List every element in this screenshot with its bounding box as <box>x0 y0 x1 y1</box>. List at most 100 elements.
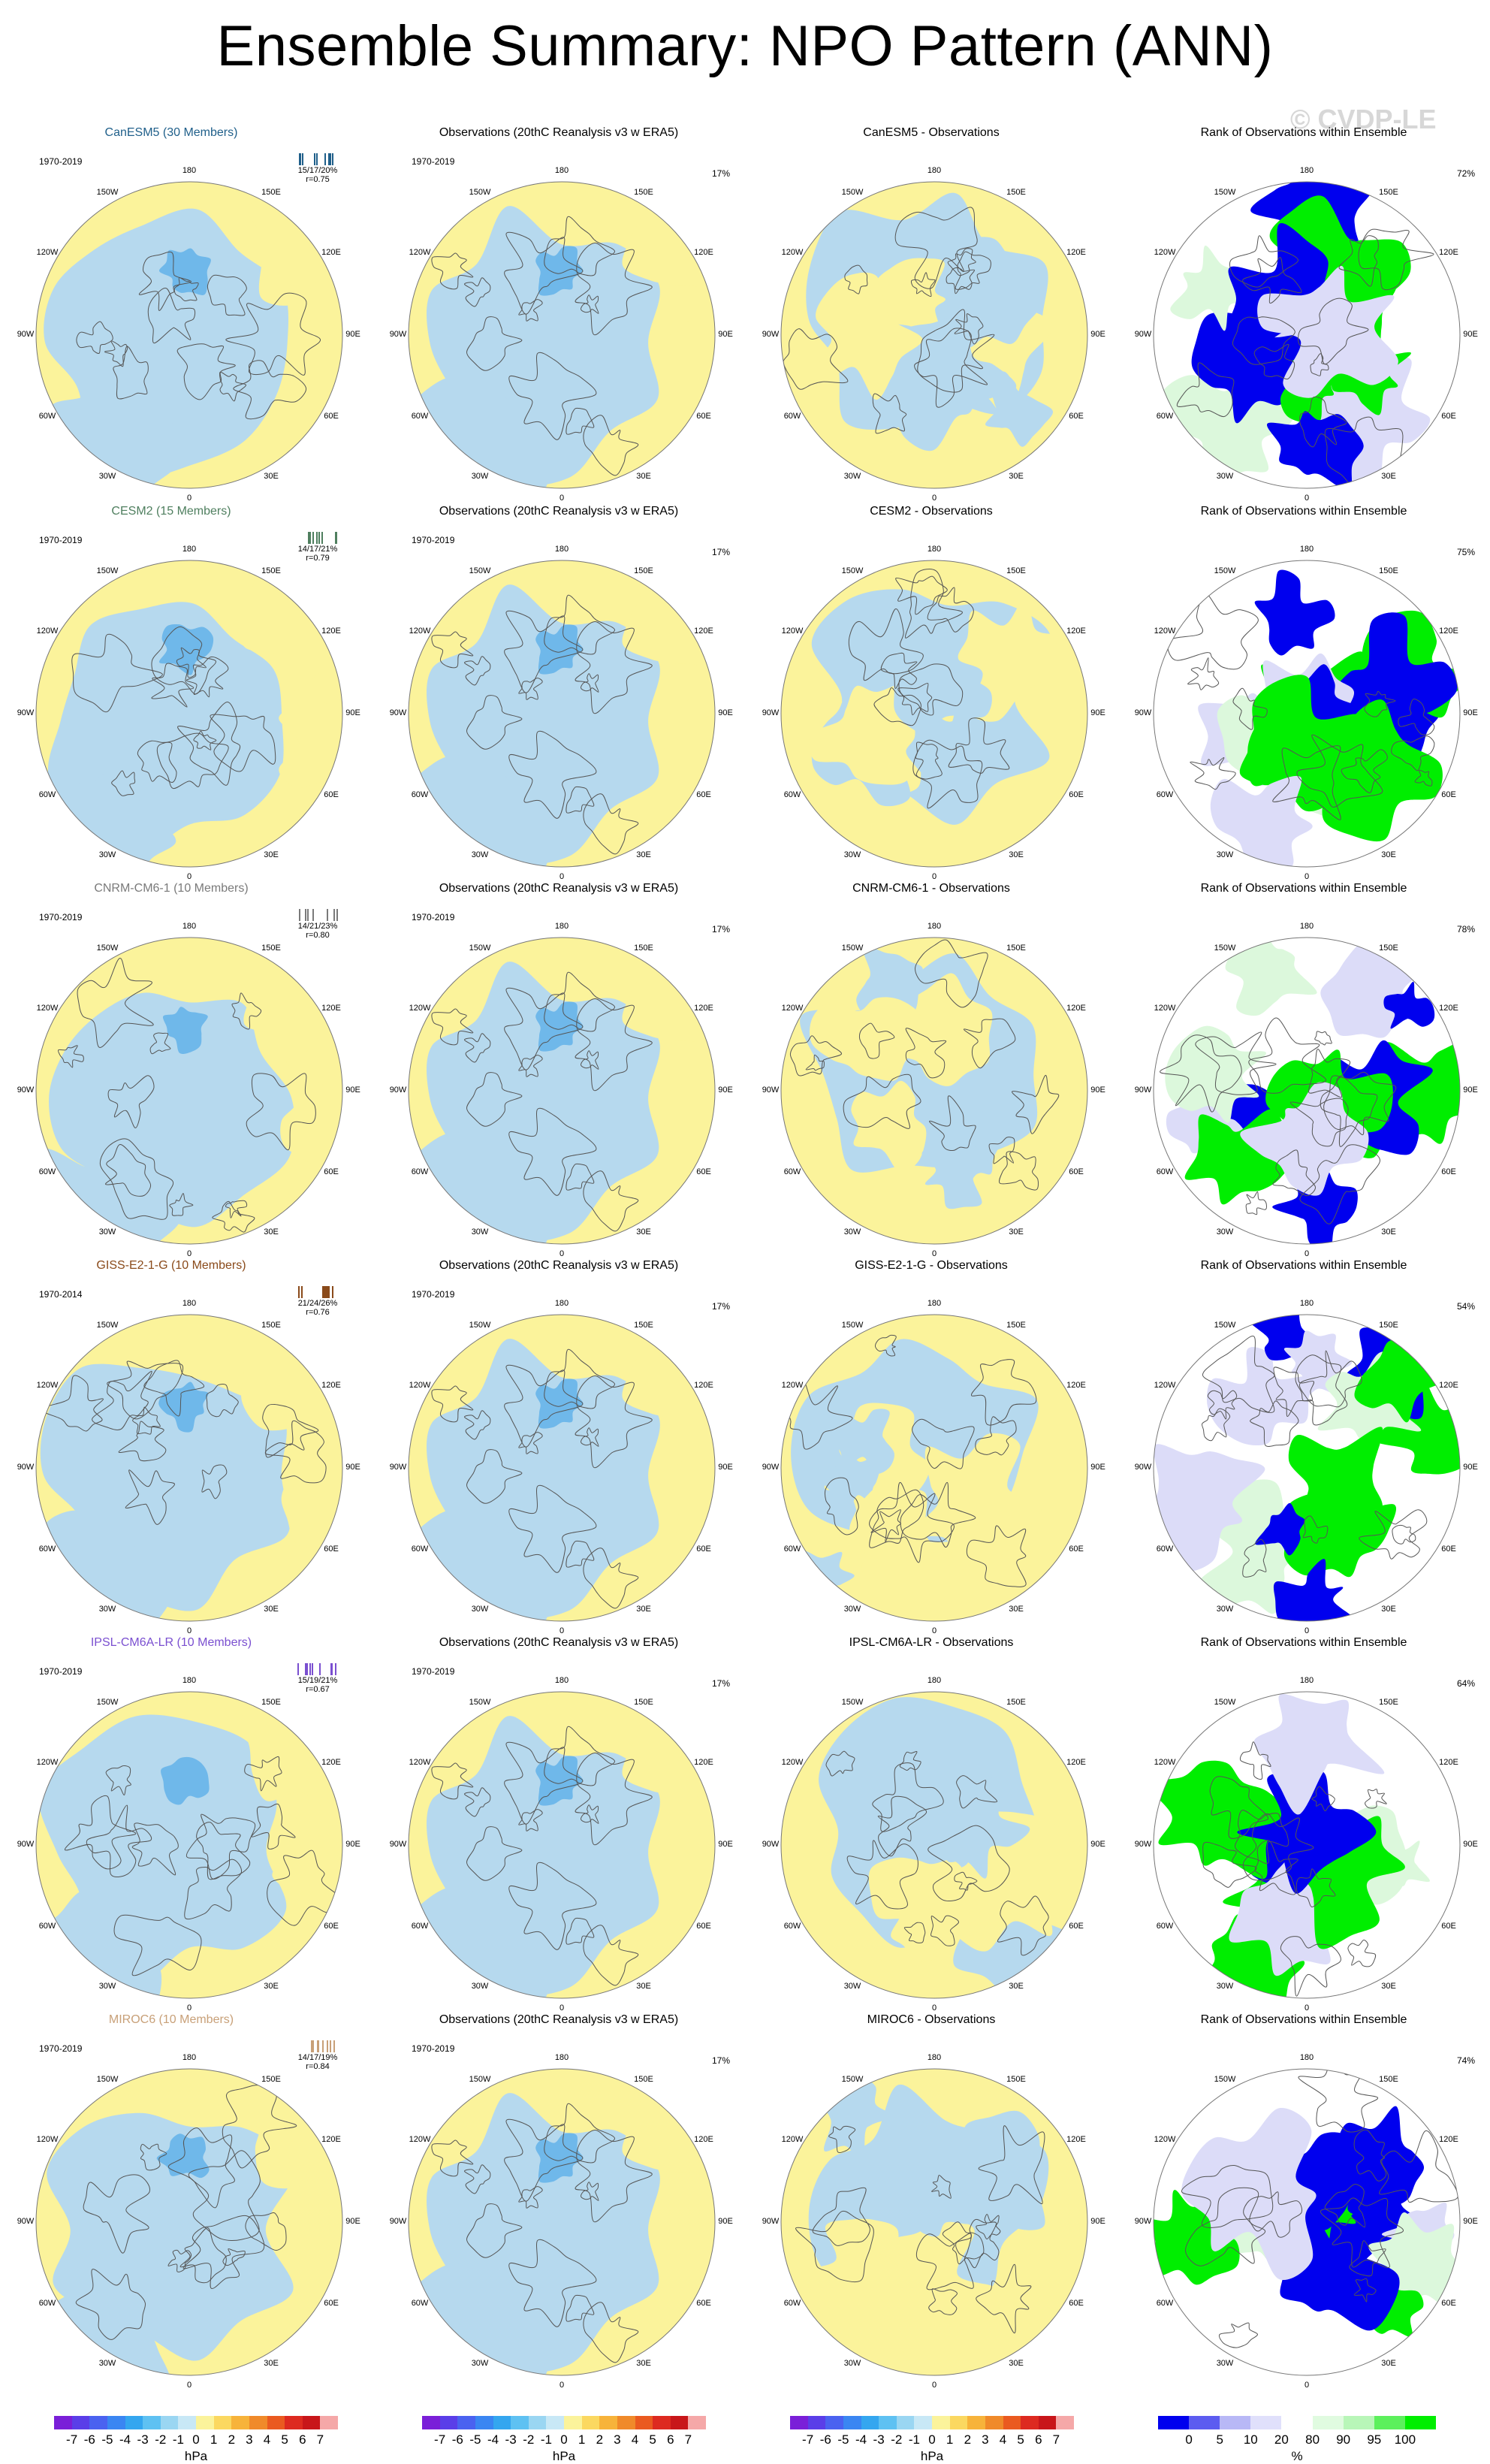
pattern-stats: 15/17/20% r=0.75 <box>291 153 344 184</box>
longitude-label: 0 <box>1304 1249 1310 1258</box>
longitude-label: 90E <box>1463 2217 1478 2226</box>
longitude-label: 0 <box>931 2004 937 2013</box>
longitude-label: 180 <box>1299 166 1314 175</box>
map-boundary <box>408 937 716 1245</box>
figure-title: Ensemble Summary: NPO Pattern (ANN) <box>216 14 1274 78</box>
longitude-label: 120W <box>409 1004 431 1013</box>
observations-pattern-map <box>408 937 716 1245</box>
colorbar-swatch <box>267 2416 285 2429</box>
longitude-label: 120W <box>781 2135 804 2144</box>
colorbar-swatch <box>1021 2416 1039 2429</box>
coastlines <box>75 2085 297 2340</box>
colorbar-tick-label: 10 <box>1243 2432 1258 2447</box>
longitude-label: 30E <box>1381 1227 1396 1237</box>
obs-title: Observations (20thC Reanalysis v3 w ERA5… <box>439 1636 679 1649</box>
longitude-label: 120W <box>409 1381 431 1390</box>
panel-observations: Observations (20thC Reanalysis v3 w ERA5… <box>372 2000 745 2390</box>
longitude-label: 120E <box>1066 1381 1086 1390</box>
model-title: CanESM5 (30 Members) <box>104 126 238 139</box>
panel-rank: Rank of Observations within Ensemble 74% 1… <box>1118 2000 1490 2390</box>
longitude-label: 180 <box>182 166 197 175</box>
longitude-label: 150E <box>1006 566 1026 575</box>
colorbar-tick-label: 100 <box>1394 2432 1416 2447</box>
colorbar-swatch <box>178 2416 197 2429</box>
longitude-label: 60W <box>783 2299 801 2308</box>
colorbar-tick-label: 7 <box>684 2432 692 2447</box>
rank-title: Rank of Observations within Ensemble <box>1200 505 1407 518</box>
longitude-label: 90W <box>389 1840 407 1849</box>
longitude-label: 150E <box>1006 1321 1026 1330</box>
longitude-label: 150E <box>634 944 653 953</box>
difference-title: MIROC6 - Observations <box>867 2013 996 2026</box>
longitude-label: 60E <box>1441 1922 1456 1931</box>
longitude-label: 180 <box>554 1299 569 1308</box>
longitude-label: 30W <box>843 1982 861 1991</box>
longitude-label: 30W <box>843 2359 861 2368</box>
colorbar-swatch <box>1374 2416 1406 2429</box>
longitude-label: 180 <box>1299 1676 1314 1685</box>
coastlines <box>76 251 321 420</box>
map-boundary <box>780 560 1088 868</box>
longitude-label: 90E <box>1463 708 1478 717</box>
longitude-label: 150E <box>1006 188 1026 197</box>
panel-rank: Rank of Observations within Ensemble 72% 1… <box>1118 113 1490 503</box>
longitude-label: 30E <box>264 2359 279 2368</box>
longitude-label: 150E <box>1379 1321 1398 1330</box>
pattern-correlation: r=0.79 <box>306 554 330 563</box>
longitude-label: 30W <box>98 2359 116 2368</box>
map-boundary <box>35 1314 343 1622</box>
colorbar-tick-label: 20 <box>1274 2432 1289 2447</box>
longitude-label: 180 <box>927 2053 942 2062</box>
rank-region <box>1329 2106 1425 2215</box>
longitude-label: 120E <box>694 1758 713 1767</box>
longitude-label: 30W <box>1216 1227 1234 1237</box>
period-label: 1970-2019 <box>39 1666 83 1677</box>
colorbar-swatch <box>967 2416 986 2429</box>
difference-title: CESM2 - Observations <box>870 505 993 518</box>
longitude-label: 30W <box>1216 472 1234 481</box>
colorbar-unit: hPa <box>184 2449 208 2463</box>
longitude-label: 90E <box>1090 1086 1105 1095</box>
rank-map <box>1153 1314 1461 1622</box>
pct-range: 21/24/26% <box>297 1299 338 1308</box>
colorbar-swatch <box>213 2416 232 2429</box>
pct-range: 14/17/19% <box>297 2053 338 2062</box>
longitude-label: 180 <box>182 2053 197 2062</box>
period-label: 1970-2019 <box>412 912 455 922</box>
colorbar-swatch <box>825 2416 844 2429</box>
figure-row: CanESM5 (30 Members) 1970-2019 15/17/20% r=… <box>0 113 1490 503</box>
longitude-label: 30E <box>1381 472 1396 481</box>
longitude-label: 150E <box>1006 944 1026 953</box>
difference-title: CNRM-CM6-1 - Observations <box>852 882 1010 895</box>
colorbar-swatch <box>670 2416 689 2429</box>
difference-title: IPSL-CM6A-LR - Observations <box>849 1636 1014 1649</box>
model-pattern-map <box>35 181 343 489</box>
longitude-label: 60W <box>38 1922 56 1931</box>
map-boundary <box>408 181 716 489</box>
longitude-label: 180 <box>927 166 942 175</box>
longitude-label: 30E <box>1009 1982 1024 1991</box>
variance-explained: 17% <box>712 2055 731 2066</box>
colorbar-swatch <box>125 2416 143 2429</box>
longitude-label: 60E <box>324 1922 339 1931</box>
obs-title: Observations (20thC Reanalysis v3 w ERA5… <box>439 1259 679 1272</box>
coastlines <box>65 1756 342 1976</box>
longitude-label: 30W <box>843 1605 861 1614</box>
longitude-label: 90E <box>1463 1086 1478 1095</box>
colorbar-unit: % <box>1291 2449 1303 2463</box>
longitude-label: 30E <box>1009 472 1024 481</box>
coastlines <box>848 569 1010 809</box>
colorbar-swatch <box>653 2416 671 2429</box>
rank-region <box>1240 1082 1369 1196</box>
longitude-label: 60E <box>1069 2299 1084 2308</box>
longitude-label: 0 <box>559 1249 565 1258</box>
longitude-label: 30W <box>471 472 489 481</box>
period-label: 1970-2019 <box>412 1666 455 1677</box>
longitude-label: 150E <box>261 188 281 197</box>
period-label: 1970-2019 <box>39 535 83 545</box>
longitude-label: 120W <box>1154 1004 1176 1013</box>
pattern-correlation: r=0.67 <box>306 1685 330 1694</box>
longitude-label: 0 <box>186 2381 192 2390</box>
rank-map <box>1153 1691 1461 1999</box>
longitude-label: 0 <box>931 494 937 503</box>
